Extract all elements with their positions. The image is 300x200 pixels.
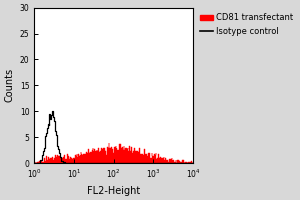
Polygon shape <box>34 143 193 163</box>
Legend: CD81 transfectant, Isotype control: CD81 transfectant, Isotype control <box>199 12 295 37</box>
Y-axis label: Counts: Counts <box>4 68 14 102</box>
X-axis label: FL2-Height: FL2-Height <box>87 186 140 196</box>
